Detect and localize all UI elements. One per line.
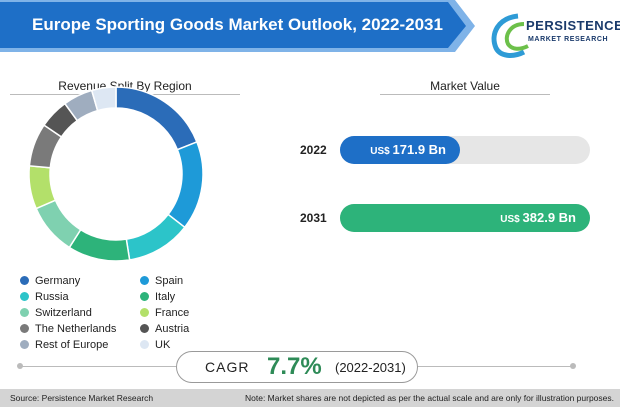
legend-item-uk: UK [140,339,170,351]
legend-label: Austria [155,323,190,335]
donut-slice-spain [167,140,204,229]
banner-shape [0,0,475,52]
cagr-line-left [20,366,176,367]
legend-swatch [140,324,149,333]
cagr-box: CAGR 7.7% (2022-2031) [176,351,418,383]
legend-item-switzerland: Switzerland [20,307,92,319]
legend-item-russia: Russia [20,291,69,303]
legend-label: UK [155,339,171,351]
cagr-value: 7.7% [267,353,322,380]
legend-item-germany: Germany [20,275,80,287]
legend-label: Spain [155,275,184,287]
bar-fill: US$ 382.9 Bn [340,204,590,232]
legend-label: Russia [35,291,69,303]
legend-label: The Netherlands [35,323,117,335]
bar-year-label: 2022 [300,143,327,157]
legend-item-italy: Italy [140,291,175,303]
donut-slice-russia [125,213,186,261]
legend-label: Switzerland [35,307,92,319]
legend-label: Italy [155,291,176,303]
legend-swatch [140,308,149,317]
legend-item-spain: Spain [140,275,183,287]
bar-currency: US$ [370,146,393,157]
legend-swatch [140,292,149,301]
footer-source: Source: Persistence Market Research [10,393,154,403]
legend-item-austria: Austria [140,323,189,335]
legend-label: France [155,307,190,319]
market-value-heading-underline [380,94,550,95]
cagr-line-left-cap [17,363,23,369]
cagr-label: CAGR [205,359,250,375]
legend-swatch [20,292,29,301]
cagr-line-right-cap [570,363,576,369]
legend-swatch [20,276,29,285]
cagr-period: (2022-2031) [335,360,406,375]
bar-currency: US$ [500,214,523,225]
legend-swatch [20,340,29,349]
footer-bar: Source: Persistence Market Research Note… [0,389,620,407]
legend-item-the-netherlands: The Netherlands [20,323,116,335]
persistence-logo: PERSISTENCE MARKET RESEARCH [488,8,620,64]
donut-slice-france [28,164,57,210]
legend-swatch [20,308,29,317]
title-banner: Europe Sporting Goods Market Outlook, 20… [0,0,475,52]
legend-label: Germany [35,275,81,287]
cagr-line-right [416,366,572,367]
market-value-heading: Market Value [430,79,500,93]
legend-item-france: France [140,307,189,319]
legend-swatch [140,340,149,349]
logo-swoosh-icon [491,13,529,58]
legend-swatch [20,324,29,333]
legend-swatch [140,276,149,285]
bar-track: US$ 171.9 Bn [340,136,590,164]
region-donut-chart [28,86,204,262]
donut-slice-uk [90,86,117,112]
logo-text-top: PERSISTENCE [526,18,620,33]
footer-note: Note: Market shares are not depicted as … [244,393,614,403]
donut-slice-germany [115,86,198,151]
legend-label: Rest of Europe [35,339,109,351]
bar-value-label: US$ 382.9 Bn [500,210,576,225]
bar-track: US$ 382.9 Bn [340,204,590,232]
region-heading: Revenue Split By Region [58,79,192,93]
bar-fill: US$ 171.9 Bn [340,136,460,164]
page-title: Europe Sporting Goods Market Outlook, 20… [32,15,443,34]
bar-year-label: 2031 [300,211,327,225]
bar-value-label: US$ 171.9 Bn [370,142,446,157]
donut-slice-switzerland [35,199,82,249]
legend-item-rest-of-europe: Rest of Europe [20,339,108,351]
logo-text-bottom: MARKET RESEARCH [528,36,609,43]
